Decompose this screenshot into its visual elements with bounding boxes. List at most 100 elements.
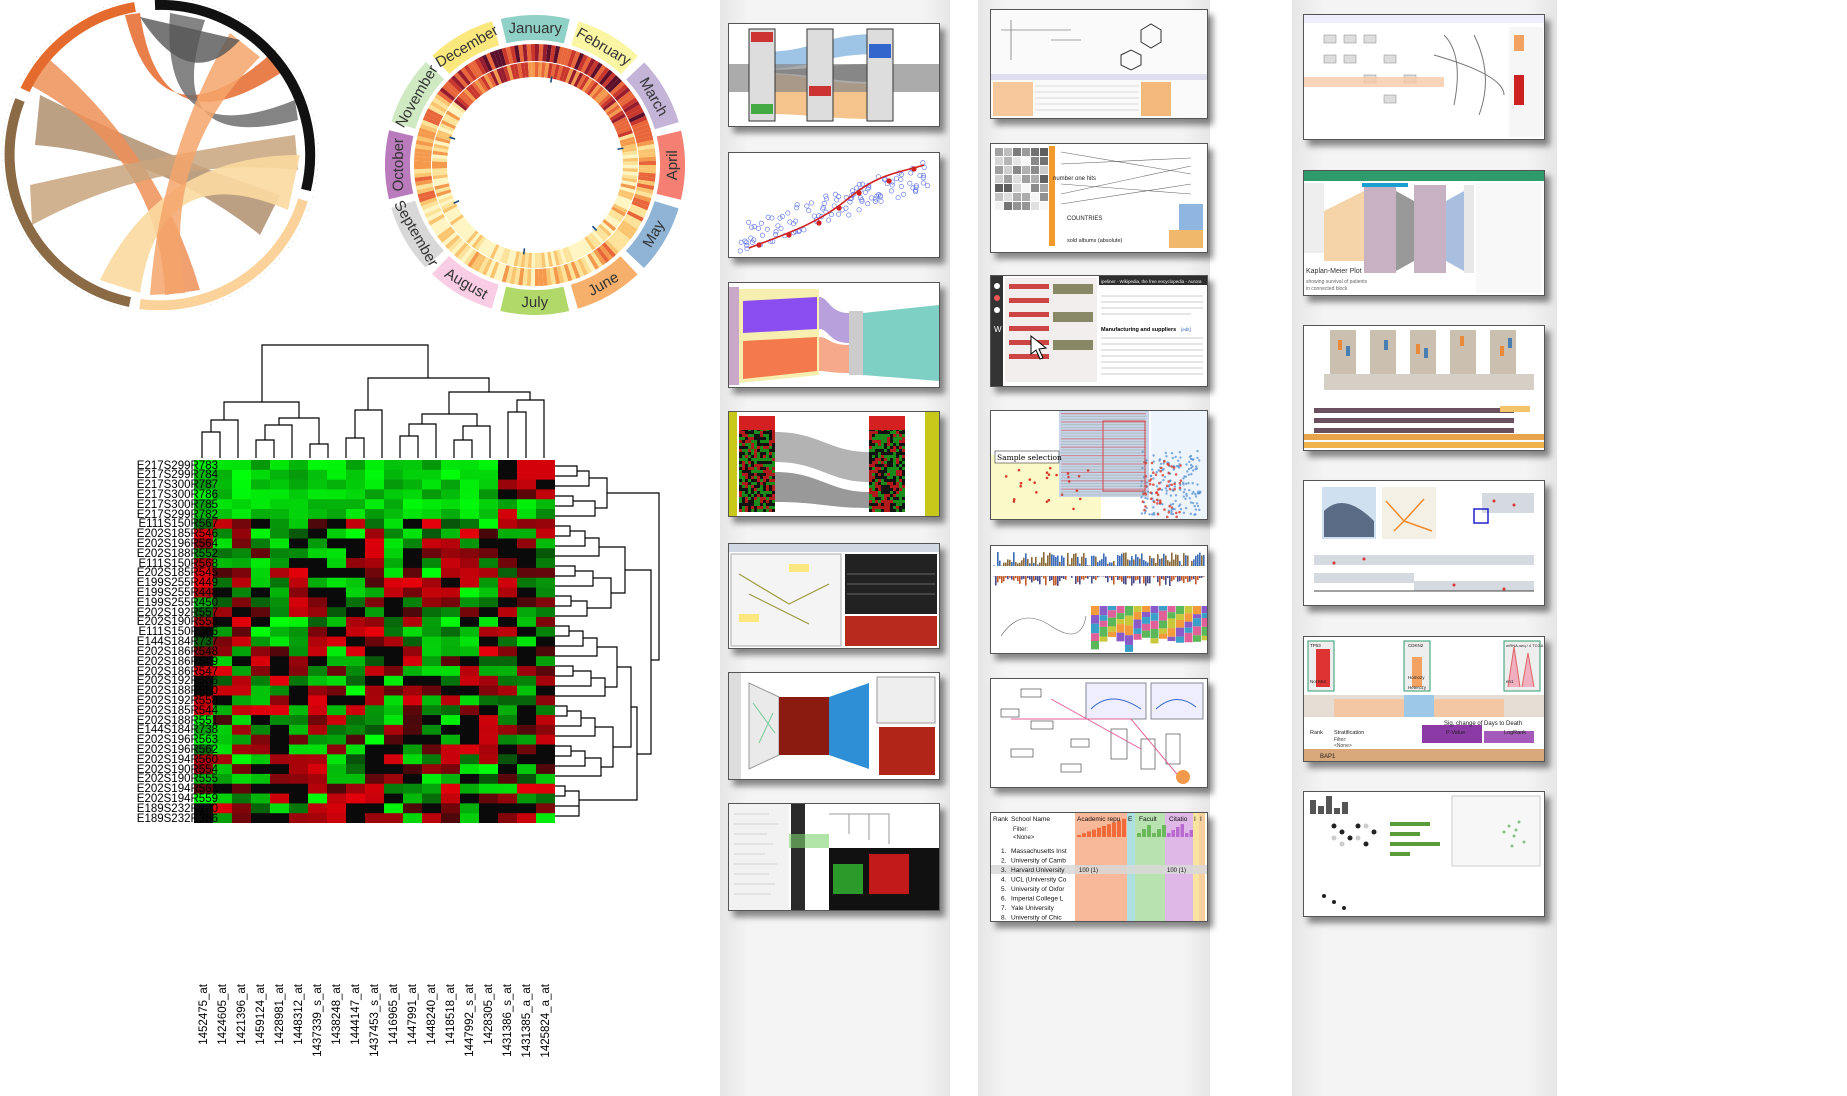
calendar-heat-cell [424, 111, 442, 123]
calendar-heat-cell [531, 62, 535, 78]
heatmap-cell [270, 744, 290, 755]
calendar-heat-cell [583, 255, 596, 272]
heatmap-cell [403, 734, 423, 745]
calendar-heat-cell [573, 260, 585, 278]
calendar-heat-cell [497, 263, 507, 282]
lineup-school[interactable]: University of Oxfor [1011, 886, 1065, 893]
thumbnail-pathway-network[interactable] [990, 678, 1208, 788]
heatmap-cell [517, 509, 537, 520]
thumbnail-image-timelines[interactable] [1303, 480, 1545, 606]
lineup-header[interactable]: E [1128, 816, 1133, 823]
thumbnail-upset-dashboard[interactable] [1303, 791, 1545, 917]
heatmap-cell [194, 558, 214, 569]
lineup-header[interactable]: Academic repu [1077, 816, 1121, 823]
heatmap-cell [251, 607, 271, 618]
calendar-heat-cell [619, 223, 636, 237]
heatmap-cell [251, 479, 271, 490]
calendar-heat-cell [439, 197, 455, 207]
calendar-heat-cell [460, 90, 474, 104]
lineup-school[interactable]: Imperial College L [1011, 896, 1064, 903]
heatmap-cell [346, 773, 366, 785]
heatmap-cell [289, 548, 309, 559]
heatmap-cell [441, 734, 461, 745]
heatmap-cell [365, 705, 385, 716]
heatmap-cell [194, 793, 214, 804]
heatmap-row-label: E202S192R558 [136, 694, 218, 707]
lineup-header[interactable]: School Name [1011, 816, 1050, 823]
heatmap-cell [270, 567, 290, 579]
thumbnail-sample-selection[interactable]: Sample selection [990, 410, 1208, 520]
heatmap-cell [213, 715, 233, 726]
sample-selection-label: Sample selection [997, 453, 1062, 462]
heatmap-cell [422, 469, 442, 481]
heatmap-cell [308, 793, 328, 804]
calendar-heat-cell [449, 214, 464, 226]
lineup-school[interactable]: University of Camb [1011, 858, 1066, 865]
lineup-school[interactable]: UCL (University Co [1011, 877, 1067, 884]
thumbnail-3d-pathway-bridge[interactable] [728, 672, 940, 780]
heatmap-cell [232, 636, 252, 647]
calendar-heat-cell [438, 126, 454, 135]
heatmap-cell [289, 538, 309, 549]
thumbnail-web-browser-linking[interactable]: W ipeliner - Wikipedia, the free encyclo… [990, 275, 1208, 387]
heatmap-cell [460, 597, 480, 608]
heatmap-row-label: E217S299R783 [136, 459, 218, 472]
thumbnail-stratomex-1[interactable] [728, 23, 940, 127]
thumbnail-music-charts[interactable]: number one hits COUNTRIES sold albums (a… [990, 143, 1208, 253]
heatmap-cell [384, 577, 404, 588]
lineup-school[interactable]: Yale University [1011, 905, 1055, 912]
thumbnail-genome-browser[interactable] [990, 545, 1208, 654]
thumbnail-pathway-linked-views[interactable] [728, 543, 940, 649]
heatmap-cell [213, 724, 233, 736]
calendar-heat-cell [607, 211, 623, 223]
calendar-heat-cell [456, 221, 470, 234]
column-dendrogram [201, 344, 545, 458]
calendar-heat-cell [600, 221, 614, 234]
heatmap-cell [479, 518, 499, 530]
heatmap-cell [536, 567, 555, 579]
calendar-heat-cell [454, 242, 469, 258]
calendar-heat-cell [579, 239, 590, 255]
thumbnail-pathway-flowchart[interactable] [1303, 14, 1545, 140]
calendar-heat-cell [460, 67, 474, 84]
calendar-heat-cell [418, 193, 437, 203]
calendar-heat-cell [563, 48, 573, 67]
stratification-header: Stratification [1334, 730, 1364, 736]
thumbnail-stratification-ranking[interactable]: Sig. change of Days to Death Rank Strati… [1303, 636, 1545, 762]
calendar-heat-cell [604, 75, 620, 91]
lineup-header[interactable]: I [1200, 816, 1202, 823]
heatmap-cell [308, 656, 328, 667]
lineup-header[interactable]: Citatio [1169, 816, 1188, 823]
heatmap-cell [270, 479, 290, 490]
heatmap-cell [270, 460, 290, 471]
calendar-heat-cell [538, 44, 544, 62]
lineup-school[interactable]: University of Chic [1011, 915, 1062, 922]
heatmap-cell [289, 646, 309, 657]
thumbnail-stratomex-heatmaps[interactable] [728, 411, 940, 517]
lineup-header[interactable]: Facult [1139, 816, 1157, 823]
thumbnail-lineup-rankings[interactable]: Rank School Name Academic repu E Facult Citat… [990, 812, 1208, 922]
thumbnail-tree-heatmap[interactable] [728, 803, 940, 911]
heatmap-cell [270, 577, 290, 588]
lineup-filter-value[interactable]: <None> [1013, 835, 1035, 841]
heatmap-cell [384, 764, 404, 775]
thumbnail-parallel-sets[interactable] [728, 282, 940, 388]
thumbnail-boxplot-bands[interactable] [1303, 325, 1545, 451]
thumbnail-compound-explorer[interactable] [990, 9, 1208, 119]
calendar-heat-cell [456, 96, 470, 109]
heatmap-cell [194, 479, 214, 490]
lineup-header[interactable]: I [1194, 816, 1196, 823]
lineup-school[interactable]: Massachusetts Inst [1011, 848, 1067, 855]
thumbnail-scatterplot-trend[interactable] [728, 152, 940, 258]
lineup-school[interactable]: Harvard University [1011, 867, 1065, 874]
calendar-heat-cell [638, 152, 656, 158]
wiki-edit-link[interactable]: [edit] [1181, 327, 1191, 332]
heatmap-cell [403, 636, 423, 647]
thumbnail-kaplan-meier[interactable]: Kaplan-Meier Plot showing survival of pa… [1303, 170, 1545, 296]
heatmap-cell [327, 734, 347, 745]
month-label: October [390, 138, 407, 191]
heatmap-cell [270, 616, 290, 628]
calendar-heat-cell [586, 234, 599, 249]
heatmap-cell [327, 685, 347, 696]
lineup-header[interactable]: Rank [993, 816, 1009, 823]
